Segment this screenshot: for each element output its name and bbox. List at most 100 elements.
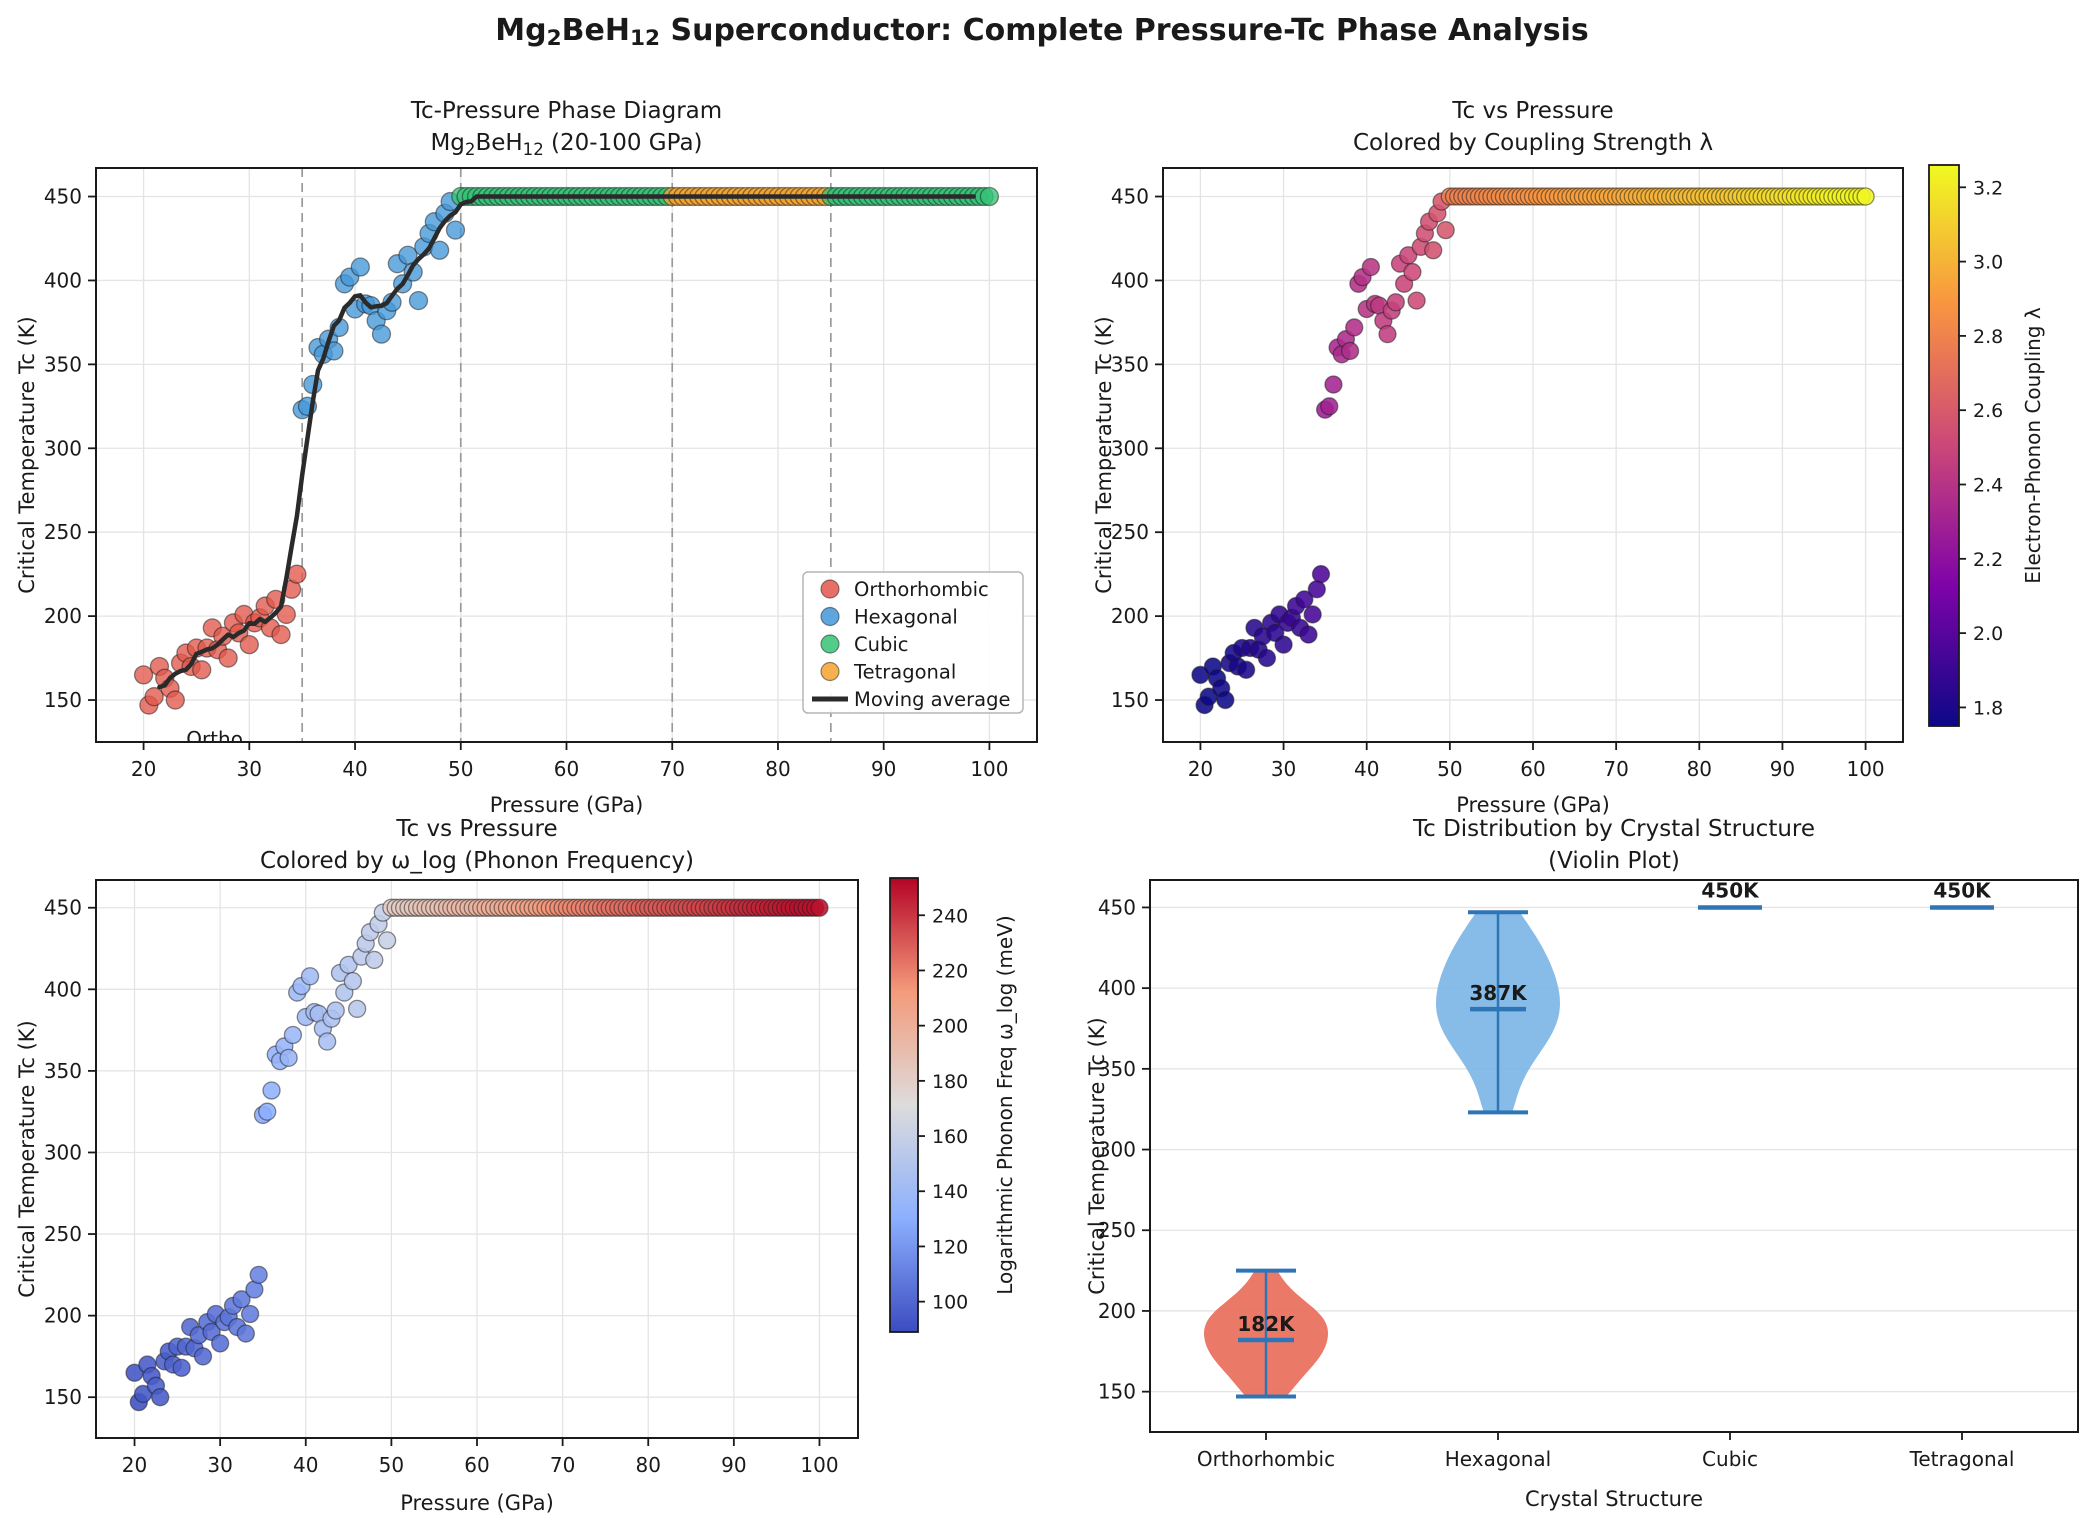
scatter-point xyxy=(408,290,429,311)
phase-diagram-panel-title-line1: Tc-Pressure Phase Diagram xyxy=(410,98,722,124)
scatter-point xyxy=(1378,325,1397,344)
y-tick-label: 300 xyxy=(1098,1138,1136,1162)
x-tick-label: 70 xyxy=(1603,757,1628,781)
y-tick-label: 250 xyxy=(44,520,82,544)
y-tick-label: 300 xyxy=(1111,436,1149,460)
scatter-point xyxy=(192,660,212,680)
scatter-point xyxy=(1295,590,1314,609)
scatter-point xyxy=(287,564,307,584)
colorbar-tick-label: 200 xyxy=(932,1016,968,1038)
scatter-point xyxy=(276,604,296,625)
scatter-point xyxy=(271,624,291,645)
scatter-point xyxy=(1307,580,1326,599)
lambda-colorbar-bar xyxy=(1928,164,1960,727)
y-tick-label: 150 xyxy=(1098,1380,1136,1404)
scatter-point xyxy=(1274,635,1293,654)
scatter-point xyxy=(144,687,164,707)
scatter-point xyxy=(1345,318,1364,337)
scatter-point xyxy=(279,1048,298,1067)
legend-label: Hexagonal xyxy=(854,606,958,629)
x-tick-label: 20 xyxy=(122,1453,147,1477)
y-tick-label: 150 xyxy=(44,688,82,712)
y-tick-label: 350 xyxy=(1098,1057,1136,1081)
colorbar-tick-label: 3.2 xyxy=(1973,177,2003,199)
colorbar-tick-label: 220 xyxy=(932,960,968,982)
x-tick-label: 30 xyxy=(207,1453,232,1477)
scatter-point xyxy=(377,931,397,950)
omega-colorbar: 100 120 140 160 180 200 220 240 Logarithmic Phon… xyxy=(889,877,1017,1333)
violin-annotation: 182K xyxy=(1237,1312,1296,1336)
scatter-point xyxy=(262,1081,281,1100)
y-tick-label: 350 xyxy=(44,352,82,376)
x-category-label: Tetragonal xyxy=(1909,1447,2015,1471)
violin-panel-title-line1: Tc Distribution by Crystal Structure xyxy=(1412,816,1815,842)
x-tick-label: 60 xyxy=(554,757,579,781)
x-tick-label: 50 xyxy=(448,757,473,781)
scatter-point xyxy=(445,220,466,240)
scatter-point xyxy=(1324,375,1343,394)
scatter-point xyxy=(1236,660,1256,679)
y-tick-label: 150 xyxy=(44,1385,82,1409)
scatter-point xyxy=(240,1304,260,1324)
x-category-label: Orthorhombic xyxy=(1197,1447,1335,1471)
y-tick-label: 400 xyxy=(1111,268,1149,292)
colorbar-tick-label: 240 xyxy=(932,905,968,927)
y-tick-label: 400 xyxy=(44,977,82,1001)
legend-label: Tetragonal xyxy=(853,661,956,684)
y-tick-label: 200 xyxy=(44,604,82,628)
x-category-label: Cubic xyxy=(1702,1447,1758,1471)
scatter-point xyxy=(249,1265,268,1284)
phase-diagram-panel-legend: Orthorhombic Hexagonal Cubic Tetragonal Movi… xyxy=(802,571,1024,714)
scatter-point xyxy=(429,240,450,260)
y-tick-label: 450 xyxy=(1098,895,1136,919)
lambda-scatter-panel-title-line2: Colored by Coupling Strength λ xyxy=(1353,130,1713,156)
x-tick-label: 90 xyxy=(871,757,896,781)
scatter-point xyxy=(343,972,363,991)
lambda-scatter-panel-title-line1: Tc vs Pressure xyxy=(1451,98,1613,124)
scatter-point xyxy=(1856,187,1875,206)
x-tick-label: 60 xyxy=(1520,757,1545,781)
phase-diagram-panel-ylabel: Critical Temperature Tc (K) xyxy=(15,316,39,593)
legend-marker xyxy=(820,634,840,654)
omega-scatter-panel-title-line1: Tc vs Pressure xyxy=(395,816,557,842)
violin-panel-title-line2: (Violin Plot) xyxy=(1548,848,1680,874)
lambda-scatter-panel-ylabel: Critical Temperature Tc (K) xyxy=(1092,316,1116,593)
scatter-point xyxy=(810,898,829,917)
scatter-point xyxy=(371,324,392,344)
region-label-ortho: Ortho. xyxy=(186,727,249,751)
x-tick-label: 20 xyxy=(1188,757,1213,781)
x-tick-label: 80 xyxy=(765,757,790,781)
colorbar-tick-label: 180 xyxy=(932,1071,968,1093)
scatter-point xyxy=(350,257,370,277)
scatter-point xyxy=(347,999,367,1019)
violin-annotation: 387K xyxy=(1469,981,1528,1005)
scatter-point xyxy=(283,1025,303,1045)
omega-scatter-panel-ylabel: Critical Temperature Tc (K) xyxy=(15,1020,39,1297)
x-tick-label: 80 xyxy=(1687,757,1712,781)
x-tick-label: 50 xyxy=(379,1453,404,1477)
scatter-point xyxy=(1407,291,1426,310)
violin-panel-ylabel: Critical Temperature Tc (K) xyxy=(1085,1017,1109,1294)
omega-scatter-panel-title-line2: Colored by ω_log (Phonon Frequency) xyxy=(260,848,694,874)
scatter-point xyxy=(1257,648,1277,668)
x-category-label: Hexagonal xyxy=(1445,1447,1552,1471)
violin-panel-spines xyxy=(1149,879,2079,1433)
scatter-point xyxy=(210,1334,230,1353)
scatter-point xyxy=(318,1032,337,1051)
scatter-point xyxy=(300,967,320,986)
x-tick-label: 80 xyxy=(636,1453,661,1477)
scatter-point xyxy=(979,186,1000,207)
scatter-point xyxy=(193,1347,213,1366)
x-tick-label: 100 xyxy=(1846,757,1884,781)
scatter-point xyxy=(258,1102,277,1121)
x-tick-label: 50 xyxy=(1437,757,1462,781)
y-tick-label: 450 xyxy=(1111,185,1149,209)
phase-diagram-panel-title-line2: Mg2BeH12 (20-100 GPa) xyxy=(430,130,702,159)
legend-marker xyxy=(820,606,840,627)
scatter-point xyxy=(1436,220,1455,240)
scatter-point xyxy=(1299,625,1318,644)
x-tick-label: 90 xyxy=(721,1453,746,1477)
colorbar-tick-label: 2.4 xyxy=(1973,475,2003,497)
